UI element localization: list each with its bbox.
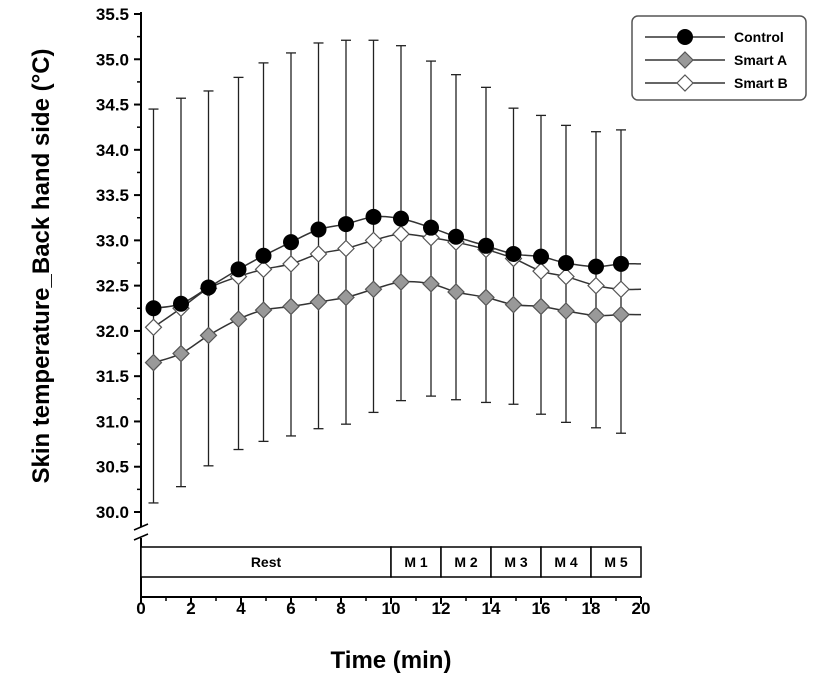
data-point-smart-b	[532, 262, 550, 280]
data-point-smart-a	[172, 344, 190, 363]
phase-segment	[540, 546, 592, 578]
legend-marker	[676, 74, 694, 92]
series-markers	[144, 208, 630, 372]
data-point-smart-a	[447, 283, 465, 301]
data-point-control	[338, 216, 354, 233]
x-tick-label: 14	[482, 599, 501, 618]
data-point-control	[230, 261, 247, 278]
data-point-smart-a	[144, 353, 163, 372]
data-point-control	[613, 255, 629, 272]
phase-label: M 5	[604, 554, 628, 570]
data-point-control	[393, 210, 409, 227]
x-tick-label: 20	[632, 599, 651, 618]
x-tick-label: 8	[336, 599, 345, 618]
phase-label: Rest	[251, 554, 282, 570]
data-point-smart-a	[229, 310, 248, 328]
y-tick-label: 33.5	[96, 186, 129, 205]
y-tick-label: 32.5	[96, 277, 129, 296]
data-point-smart-a	[477, 288, 495, 307]
legend-label: Smart B	[734, 75, 788, 91]
axis-break-mark	[133, 533, 149, 541]
legend-marker	[676, 51, 694, 69]
legend-label: Control	[734, 29, 784, 45]
data-point-control	[588, 258, 604, 275]
y-tick-label: 31.0	[96, 412, 129, 431]
data-point-smart-a	[199, 326, 218, 345]
data-point-smart-a	[337, 288, 355, 307]
y-tick-label: 30.5	[96, 458, 129, 477]
x-tick-label: 6	[286, 599, 295, 618]
data-point-smart-a	[282, 297, 300, 316]
legend-label: Smart A	[734, 52, 787, 68]
y-tick-label: 33.0	[96, 231, 129, 250]
x-tick-label: 12	[432, 599, 451, 618]
axes: 30.0 30.5 31.0 31.5 32.0 32.5 33.0 33.5 34.0 34.5…	[96, 5, 651, 618]
y-tick-label: 32.0	[96, 322, 129, 341]
phase-label: M 2	[454, 554, 478, 570]
y-tick-label: 34.0	[96, 141, 129, 160]
data-point-control	[365, 208, 382, 225]
data-point-control	[423, 219, 439, 236]
data-point-smart-a	[392, 273, 410, 291]
data-point-smart-a	[309, 293, 328, 311]
phase-segment	[390, 546, 442, 578]
y-axis-title: Skin temperature_Back hand side (°C)	[28, 48, 55, 483]
phase-segment	[590, 546, 642, 578]
x-tick-label: 10	[382, 599, 401, 618]
y-tick-label: 31.5	[96, 367, 129, 386]
phase-segment	[490, 546, 542, 578]
y-tick-label: 35.0	[96, 50, 129, 69]
data-point-control	[533, 248, 549, 265]
data-point-control	[255, 247, 272, 264]
phase-bar: Rest M 1 M 2 M 3 M 4 M 5	[140, 546, 642, 578]
error-bars	[148, 39, 626, 504]
data-point-smart-b	[282, 255, 300, 273]
data-point-control	[448, 228, 464, 245]
data-point-smart-a	[422, 274, 440, 293]
data-point-smart-b	[587, 276, 605, 295]
data-point-smart-a	[532, 297, 550, 316]
data-point-smart-a	[587, 306, 605, 325]
data-point-control	[505, 245, 522, 262]
y-tick-label: 30.0	[96, 503, 129, 522]
data-point-smart-b	[364, 231, 383, 250]
data-point-control	[173, 295, 189, 312]
data-point-smart-b	[612, 280, 630, 299]
x-axis-title: Time (min)	[331, 647, 452, 674]
data-point-smart-a	[364, 280, 383, 299]
x-tick-label: 0	[136, 599, 145, 618]
phase-label: M 1	[404, 554, 428, 570]
data-point-smart-b	[144, 318, 163, 337]
y-tick-label: 34.5	[96, 96, 129, 115]
phase-label: M 3	[504, 554, 528, 570]
legend: Control Smart A Smart B	[631, 15, 807, 101]
data-point-smart-a	[557, 302, 575, 320]
x-tick-label: 2	[186, 599, 195, 618]
data-point-control	[558, 255, 574, 271]
phase-label: M 4	[554, 554, 578, 570]
data-point-smart-b	[309, 245, 328, 263]
axis-break-mark	[133, 523, 149, 531]
data-point-smart-a	[254, 301, 273, 319]
x-tick-label: 16	[532, 599, 551, 618]
data-point-smart-b	[557, 267, 575, 286]
data-point-control	[200, 279, 217, 296]
x-tick-label: 18	[582, 599, 601, 618]
data-point-control	[310, 221, 327, 238]
y-tick-label: 35.5	[96, 5, 129, 24]
data-point-control	[478, 237, 494, 254]
x-tick-label: 4	[236, 599, 246, 618]
data-point-smart-a	[504, 295, 523, 314]
data-point-control	[145, 300, 162, 317]
data-point-smart-a	[612, 305, 630, 324]
data-point-smart-b	[254, 260, 273, 279]
series-line-smart-a	[153, 280, 642, 364]
data-point-smart-b	[337, 239, 355, 258]
legend-marker	[677, 29, 693, 45]
data-point-smart-b	[392, 225, 410, 243]
data-point-control	[283, 234, 299, 251]
